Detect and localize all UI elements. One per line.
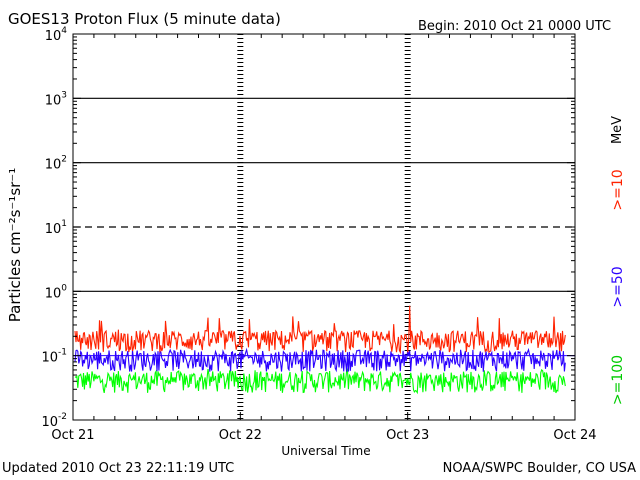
series-line-1 — [74, 347, 566, 373]
ytick-exponent: -1 — [58, 348, 67, 358]
ytick-exponent: 4 — [61, 26, 67, 36]
series-line-2 — [74, 367, 566, 395]
series-layer — [74, 305, 566, 395]
x-axis-ticks: Oct 21 Oct 22 Oct 23 Oct 24 — [51, 34, 597, 443]
ytick-base: 10 — [41, 415, 58, 430]
ytick-exponent: -2 — [58, 412, 67, 422]
ytick-label: 10-2 — [41, 412, 67, 430]
y-axis-label: Particles cm⁻²s⁻¹sr⁻¹ — [6, 168, 24, 322]
grid-layer — [73, 34, 575, 420]
begin-label: Begin: 2010 Oct 21 0000 UTC — [418, 19, 611, 34]
ytick-label: 103 — [45, 90, 67, 108]
ytick-label: 102 — [45, 155, 67, 173]
xtick-label: Oct 23 — [386, 428, 429, 443]
legend-ge10: >=10 — [610, 169, 626, 210]
series-line-0 — [74, 305, 566, 355]
ytick-label: 104 — [45, 26, 68, 44]
xtick-label: Oct 24 — [553, 428, 596, 443]
legend-unit: MeV — [610, 116, 625, 144]
ytick-base: 10 — [45, 29, 62, 44]
xtick-label: Oct 21 — [51, 428, 94, 443]
credit-text: NOAA/SWPC Boulder, CO USA — [443, 461, 636, 476]
ytick-base: 10 — [45, 158, 62, 173]
ytick-base: 10 — [45, 222, 62, 237]
xtick-label: Oct 22 — [219, 428, 262, 443]
updated-timestamp: Updated 2010 Oct 23 22:11:19 UTC — [2, 461, 234, 476]
ytick-exponent: 2 — [61, 155, 67, 165]
legend-ge50: >=50 — [610, 266, 626, 307]
ytick-label: 101 — [45, 219, 67, 237]
ytick-base: 10 — [45, 286, 62, 301]
ytick-exponent: 3 — [61, 90, 67, 100]
x-axis-label: Universal Time — [281, 444, 370, 458]
ytick-base: 10 — [41, 351, 58, 366]
ytick-label: 100 — [45, 283, 68, 301]
chart-title: GOES13 Proton Flux (5 minute data) — [8, 10, 281, 28]
ytick-exponent: 0 — [61, 283, 67, 293]
ytick-exponent: 1 — [61, 219, 67, 229]
legend-ge100: >=100 — [610, 355, 626, 405]
ytick-base: 10 — [45, 93, 62, 108]
ytick-label: 10-1 — [41, 348, 67, 366]
